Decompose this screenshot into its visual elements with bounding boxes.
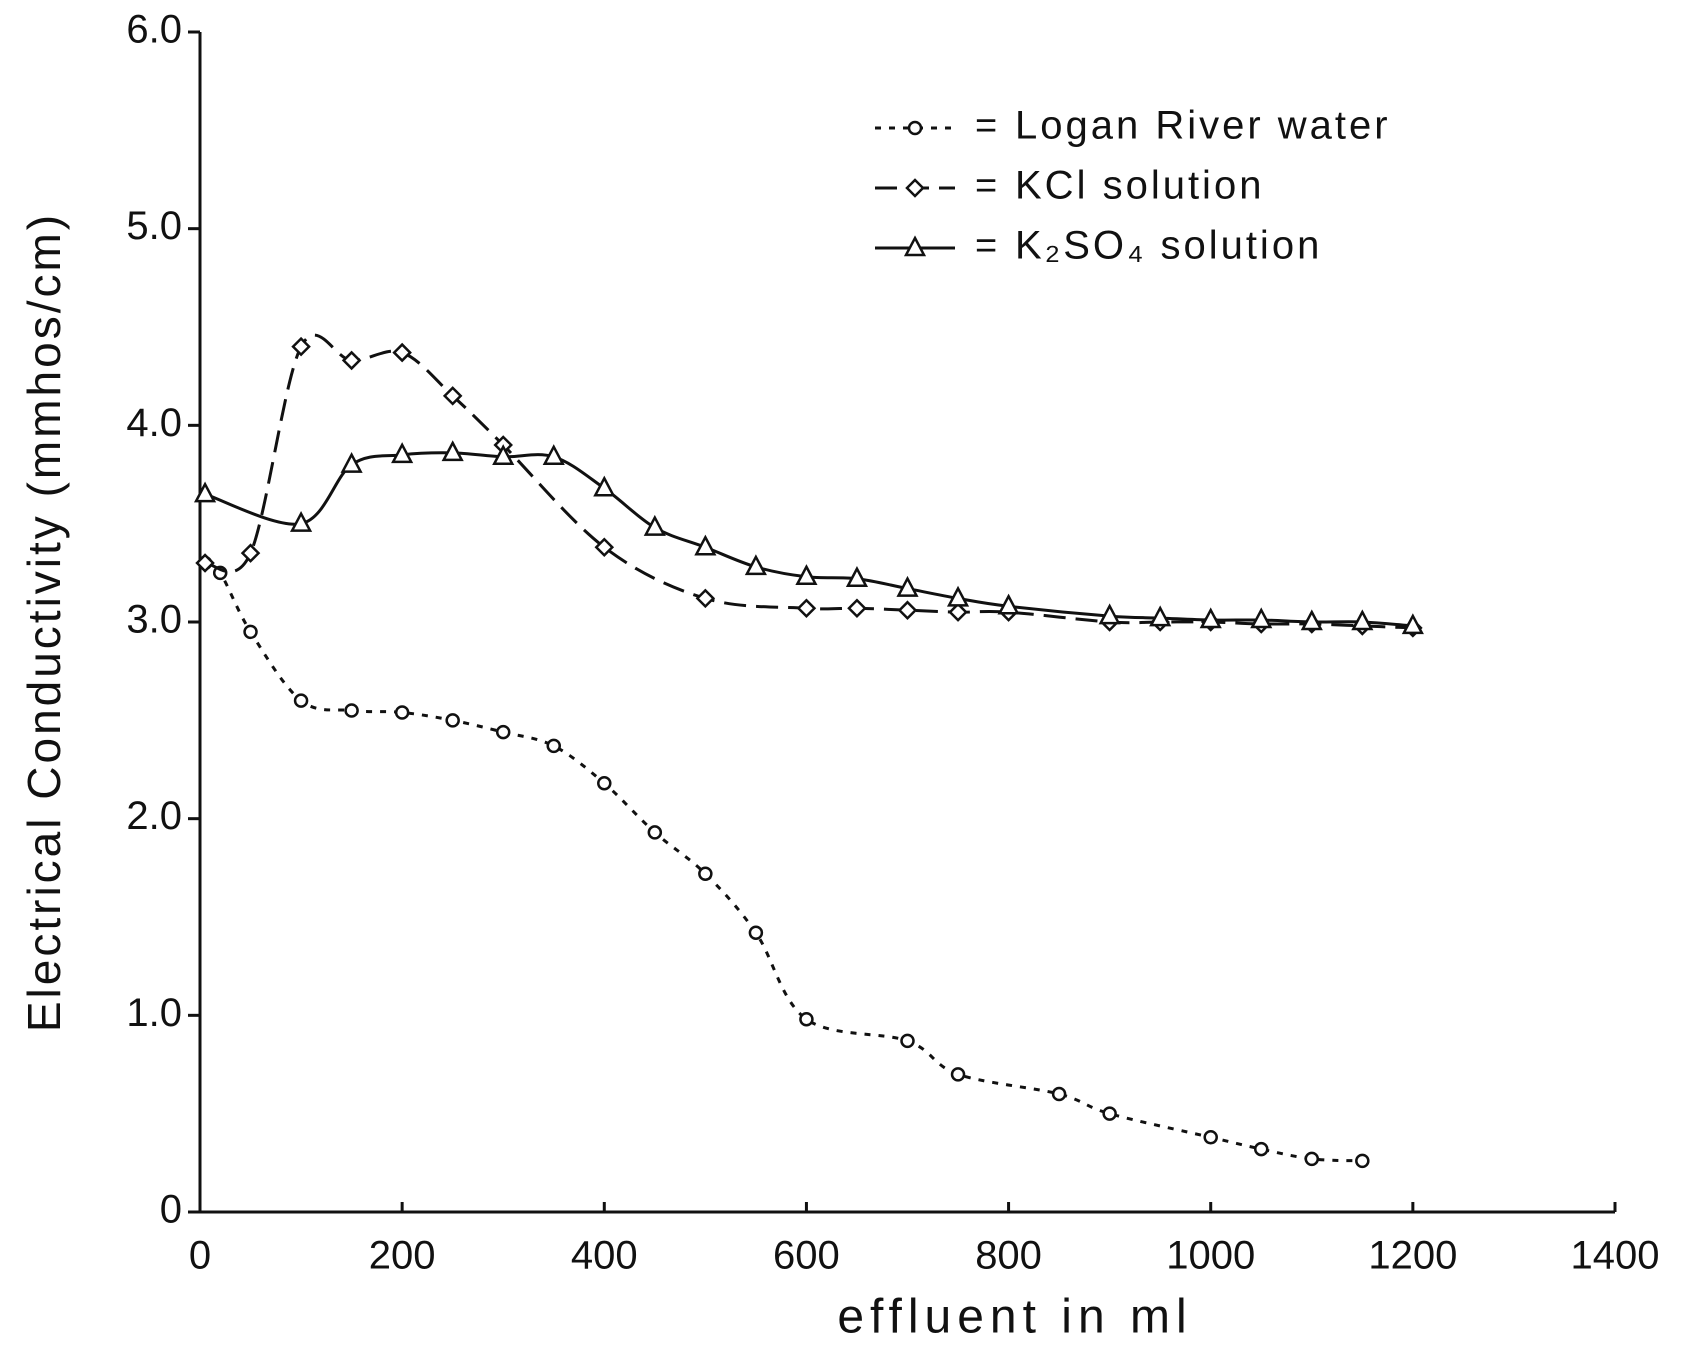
series-line [204, 451, 1413, 628]
x-axis-label: effluent in ml [837, 1291, 1192, 1344]
y-tick-label: 3.0 [126, 598, 182, 642]
data-point [1149, 605, 1172, 627]
data-point [1355, 1153, 1370, 1169]
data-point [795, 564, 818, 586]
data-point [1051, 1086, 1067, 1102]
data-point [896, 575, 919, 597]
data-point [847, 598, 867, 619]
y-axis-label: Electrical Conductivity (mmhos/cm) [18, 212, 70, 1032]
x-tick-label: 600 [773, 1234, 840, 1278]
data-point [744, 554, 767, 576]
legend-label: K₂SO₄ solution [1015, 224, 1322, 268]
y-tick-label: 5.0 [126, 204, 182, 248]
x-tick-label: 1200 [1368, 1234, 1457, 1278]
data-point [1199, 607, 1222, 629]
legend-marker [907, 120, 923, 136]
data-point [647, 825, 663, 840]
data-point [1300, 609, 1323, 631]
data-point [193, 481, 217, 503]
data-point [597, 776, 612, 791]
data-point [748, 925, 764, 940]
data-point [593, 475, 616, 497]
data-point [441, 440, 464, 462]
data-point [948, 602, 968, 622]
data-point [1098, 603, 1121, 625]
data-point [594, 537, 615, 558]
data-point [542, 444, 565, 466]
legend-separator: = [975, 225, 997, 267]
legend-label: KCl solution [1015, 164, 1264, 208]
data-point [1401, 613, 1424, 635]
data-point [643, 514, 666, 536]
y-tick-label: 1.0 [126, 991, 182, 1035]
x-tick-label: 800 [975, 1234, 1042, 1278]
y-tick-label: 4.0 [126, 401, 182, 445]
data-point [1304, 1151, 1320, 1167]
legend-marker [903, 235, 927, 257]
data-point [695, 588, 716, 609]
data-point [289, 510, 313, 532]
legend-separator: = [975, 165, 997, 207]
data-point [694, 534, 717, 556]
data-point [900, 1033, 915, 1049]
data-point [344, 703, 359, 718]
data-point [442, 386, 463, 406]
data-point [445, 713, 460, 728]
data-point [195, 553, 215, 573]
data-point [394, 705, 410, 720]
data-point [243, 624, 258, 640]
x-tick-label: 0 [189, 1234, 211, 1278]
data-point [340, 451, 363, 473]
data-point [495, 724, 511, 740]
data-point [950, 1067, 966, 1082]
x-tick-label: 1000 [1166, 1234, 1255, 1278]
data-point [546, 738, 561, 754]
data-point [492, 444, 515, 466]
data-point [291, 336, 311, 357]
data-point [391, 442, 414, 464]
y-tick-label: 2.0 [126, 794, 182, 838]
data-point [1203, 1130, 1218, 1145]
x-tick-label: 400 [571, 1234, 638, 1278]
data-point [698, 866, 713, 881]
y-tick-label: 0 [160, 1188, 182, 1232]
legend-marker [905, 178, 925, 198]
data-point [946, 585, 970, 607]
data-point [392, 342, 412, 363]
data-point [845, 566, 869, 587]
x-tick-label: 1400 [1571, 1234, 1660, 1278]
data-point [799, 1012, 814, 1027]
data-point [240, 543, 261, 563]
data-point [796, 598, 817, 619]
y-tick-label: 6.0 [126, 8, 182, 52]
data-point [897, 600, 918, 620]
data-point [997, 593, 1020, 615]
legend-label: Logan River water [1015, 104, 1391, 148]
x-tick-label: 200 [369, 1234, 436, 1278]
data-point [1351, 609, 1374, 631]
data-point [341, 350, 362, 371]
legend-separator: = [975, 105, 997, 147]
data-point [1102, 1106, 1117, 1121]
data-point [1250, 607, 1273, 629]
series-line [204, 561, 1363, 1163]
data-point [293, 693, 309, 708]
data-point [1254, 1141, 1269, 1157]
